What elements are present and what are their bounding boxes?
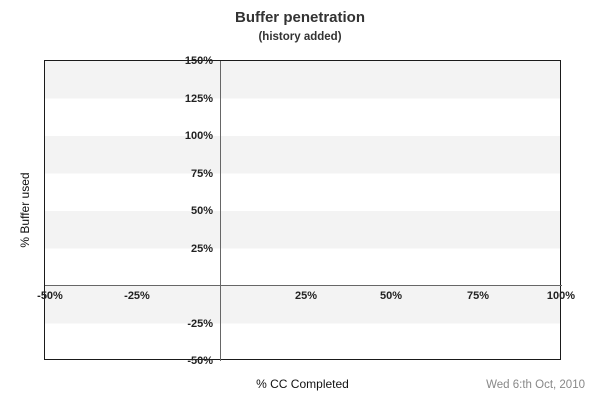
y-zero-axis-line bbox=[45, 285, 562, 286]
y-tick-50: 50% bbox=[190, 205, 213, 217]
x-tick-75: 75% bbox=[466, 290, 490, 302]
y-tick-75: 75% bbox=[190, 167, 213, 180]
date-stamp: Wed 6:th Oct, 2010 bbox=[486, 379, 585, 391]
y-axis-label: % Buffer used bbox=[18, 172, 32, 248]
y-tick-neg50: -50% bbox=[187, 355, 213, 367]
chart-subtitle: (history added) bbox=[258, 31, 342, 43]
y-tick-100: 100% bbox=[184, 130, 213, 142]
chart-title: Buffer penetration bbox=[234, 9, 365, 26]
x-tick-neg50: -50% bbox=[37, 290, 63, 302]
plot-area: 150% 125% 100% 75% 50% 25% -25% -50% -50… bbox=[37, 55, 575, 367]
x-tick-25: 25% bbox=[294, 290, 318, 302]
x-axis-label: % CC Completed bbox=[256, 377, 349, 391]
x-tick-neg25: -25% bbox=[124, 290, 150, 302]
y-tick-neg25: -25% bbox=[187, 317, 213, 330]
y-tick-25: 25% bbox=[190, 242, 213, 255]
y-tick-125: 125% bbox=[184, 92, 213, 105]
x-tick-100: 100% bbox=[546, 290, 576, 302]
x-tick-50: 50% bbox=[379, 290, 403, 302]
y-tick-150: 150% bbox=[184, 55, 213, 67]
x-zero-axis-line bbox=[220, 61, 221, 361]
